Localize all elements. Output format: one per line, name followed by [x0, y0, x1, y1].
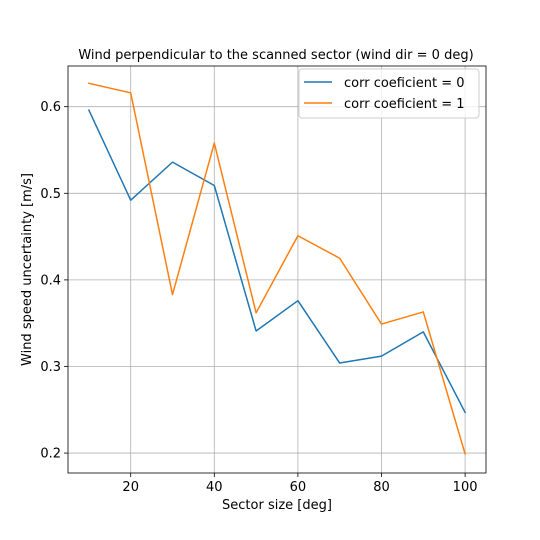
- x-tick-label: 60: [290, 480, 307, 495]
- y-tick-label: 0.3: [40, 360, 61, 375]
- y-tick-label: 0.6: [40, 100, 61, 115]
- data-point-s1-4: [254, 311, 258, 315]
- x-tick-label: 100: [453, 480, 478, 495]
- data-point-s0-2: [171, 160, 175, 164]
- axis-ticks: 20 40 60 80 100 0.2 0.3 0.4 0.5 0.6: [40, 100, 477, 495]
- data-point-s1-0: [87, 81, 91, 85]
- x-tick-label: 20: [122, 480, 139, 495]
- data-point-s0-5: [296, 299, 300, 303]
- data-point-s0-8: [421, 330, 425, 334]
- y-axis-label: Wind speed uncertainty [m/s]: [20, 173, 35, 366]
- data-point-s0-9: [463, 410, 467, 414]
- legend: corr coeficient = 0 corr coeficient = 1: [298, 68, 480, 119]
- x-tick-label: 80: [373, 480, 390, 495]
- data-point-s1-2: [171, 293, 175, 297]
- y-tick-label: 0.2: [40, 447, 61, 462]
- data-point-s1-6: [338, 256, 342, 260]
- legend-box: [298, 68, 480, 119]
- data-point-s0-0: [87, 108, 91, 112]
- series-line-0: [87, 109, 467, 414]
- x-tick-label: 40: [206, 480, 223, 495]
- data-point-s0-3: [212, 184, 216, 188]
- x-axis-label: Sector size [deg]: [222, 498, 332, 513]
- data-point-s1-7: [380, 322, 384, 326]
- data-point-s1-1: [129, 91, 133, 95]
- data-point-s1-8: [421, 310, 425, 314]
- data-point-s1-3: [212, 141, 216, 145]
- chart-title: Wind perpendicular to the scanned sector…: [78, 48, 473, 63]
- data-point-s0-6: [338, 361, 342, 365]
- data-point-s0-4: [254, 329, 258, 333]
- series-lines: [87, 81, 467, 456]
- legend-label-0: corr coeficient = 0: [344, 76, 465, 91]
- y-tick-label: 0.5: [40, 187, 61, 202]
- data-point-s1-9: [463, 452, 467, 456]
- data-point-s1-5: [296, 234, 300, 238]
- plot-frame: [67, 65, 487, 474]
- legend-label-1: corr coeficient = 1: [344, 97, 465, 112]
- data-point-s0-1: [129, 198, 133, 202]
- y-tick-label: 0.4: [40, 273, 61, 288]
- data-point-s0-7: [380, 354, 384, 358]
- series-line-1: [88, 82, 467, 455]
